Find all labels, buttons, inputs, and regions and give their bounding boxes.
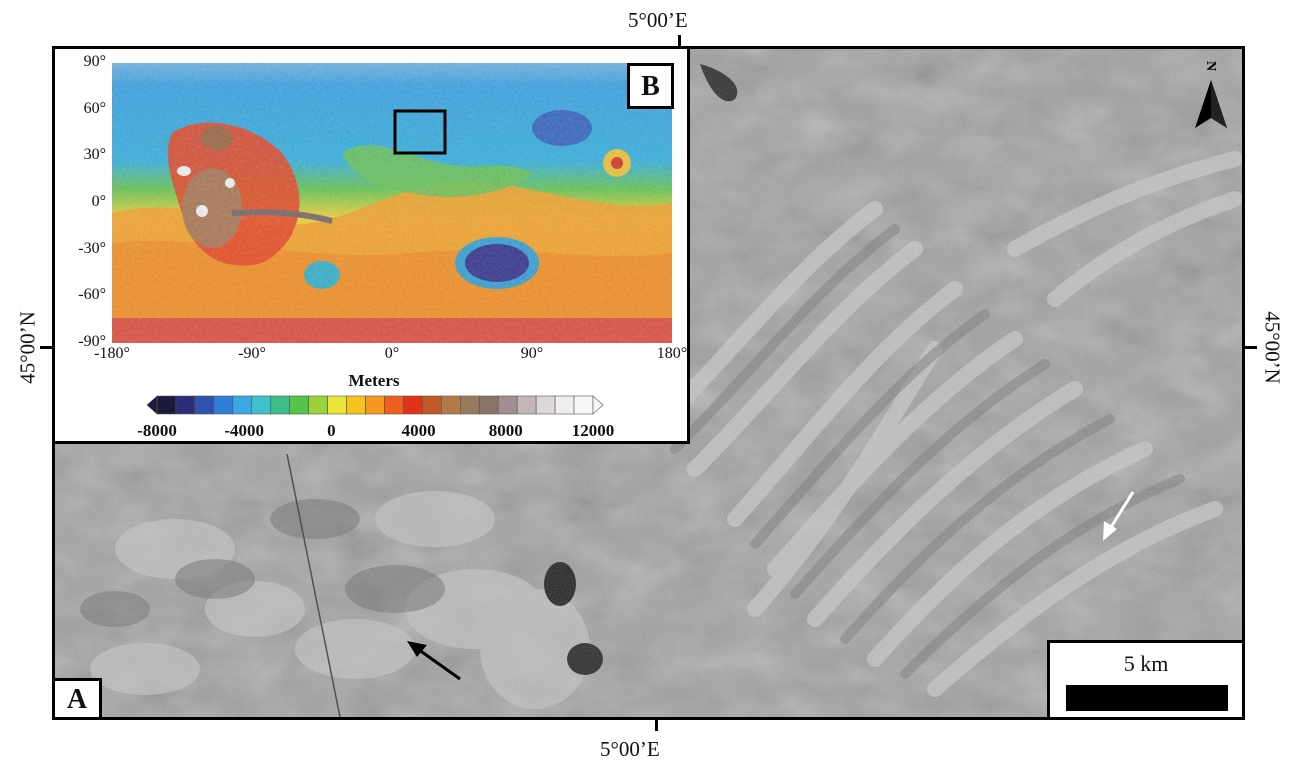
colorbar-segment <box>497 395 518 415</box>
colorbar-segment <box>554 395 575 415</box>
colorbar-min-extend <box>147 395 158 415</box>
colorbar-title: Meters <box>348 371 400 390</box>
colorbar-tick-label: 12000 <box>571 421 615 440</box>
longitude-tick-label: 180° <box>656 345 688 362</box>
colorbar-tick-label: 0 <box>327 421 336 440</box>
scale-bar-box: 5 km <box>1047 640 1245 720</box>
colorbar-segment <box>232 395 253 415</box>
colorbar-segment <box>156 395 177 415</box>
bottom-longitude-tick <box>655 719 658 731</box>
colorbar-segment <box>194 395 215 415</box>
colorbar-segment <box>289 395 309 415</box>
bottom-longitude-label: 5°00’E <box>600 737 660 761</box>
latitude-tick-label: 30° <box>83 146 106 164</box>
latitude-tick-label: 90° <box>83 53 106 70</box>
panel-label-a: A <box>52 678 102 720</box>
colorbar-segment <box>403 395 423 415</box>
colorbar-segment <box>327 395 347 415</box>
study-area-box <box>393 109 447 155</box>
top-longitude-tick <box>678 35 681 47</box>
north-arrow-label: N <box>1203 60 1219 72</box>
colorbar-segment <box>441 395 461 415</box>
right-latitude-tick <box>1245 346 1257 349</box>
colorbar-tick-label: -4000 <box>224 421 265 440</box>
colorbar-segment <box>213 395 234 415</box>
colorbar-segment <box>308 395 328 415</box>
colorbar-tick-label: 8000 <box>488 421 523 440</box>
colorbar-segment <box>516 395 537 415</box>
right-latitude-label: 45°00’N <box>1260 311 1285 384</box>
colorbar-segment <box>478 395 499 415</box>
north-arrow-icon <box>1195 80 1227 128</box>
colorbar-segment <box>346 395 366 415</box>
colorbar-segment <box>460 395 480 415</box>
longitude-tick-label: 0° <box>384 345 400 362</box>
latitude-tick-label: -90° <box>78 333 106 350</box>
colorbar-segment <box>573 395 594 415</box>
top-longitude-label: 5°00’E <box>628 8 688 32</box>
colorbar-tick-label: -8000 <box>137 421 177 440</box>
left-latitude-label: 45°00’N <box>15 311 40 384</box>
latitude-tick-label: -60° <box>78 286 106 304</box>
colorbar-segment <box>422 395 442 415</box>
colorbar-tick-label: 4000 <box>401 421 436 440</box>
longitude-tick-label: -90° <box>238 345 266 362</box>
north-arrow: N <box>1191 60 1231 132</box>
latitude-tick-label: 60° <box>83 99 106 117</box>
global-topography-map <box>112 63 672 343</box>
inset-map-panel: B Meters 90° 60° 30° 0° -30° -60° -90° -180° -90… <box>52 46 690 444</box>
scale-bar-label: 5 km <box>1123 651 1169 676</box>
left-latitude-tick <box>40 346 52 349</box>
longitude-tick-label: 90° <box>520 345 544 362</box>
colorbar-max-extend <box>592 395 604 415</box>
latitude-tick-label: -30° <box>78 239 106 257</box>
longitude-tick-label: -180° <box>94 345 130 362</box>
white-arrow <box>1103 491 1135 541</box>
black-arrow <box>407 641 461 681</box>
scale-bar <box>1066 685 1228 711</box>
colorbar-segment <box>251 395 272 415</box>
colorbar-segment <box>175 395 196 415</box>
colorbar-segment <box>384 395 404 415</box>
latitude-tick-label: 0° <box>91 193 106 210</box>
panel-label-b: B <box>627 63 674 109</box>
colorbar <box>147 395 604 415</box>
colorbar-segment <box>365 395 385 415</box>
colorbar-segment <box>270 395 290 415</box>
colorbar-segment <box>535 395 556 415</box>
